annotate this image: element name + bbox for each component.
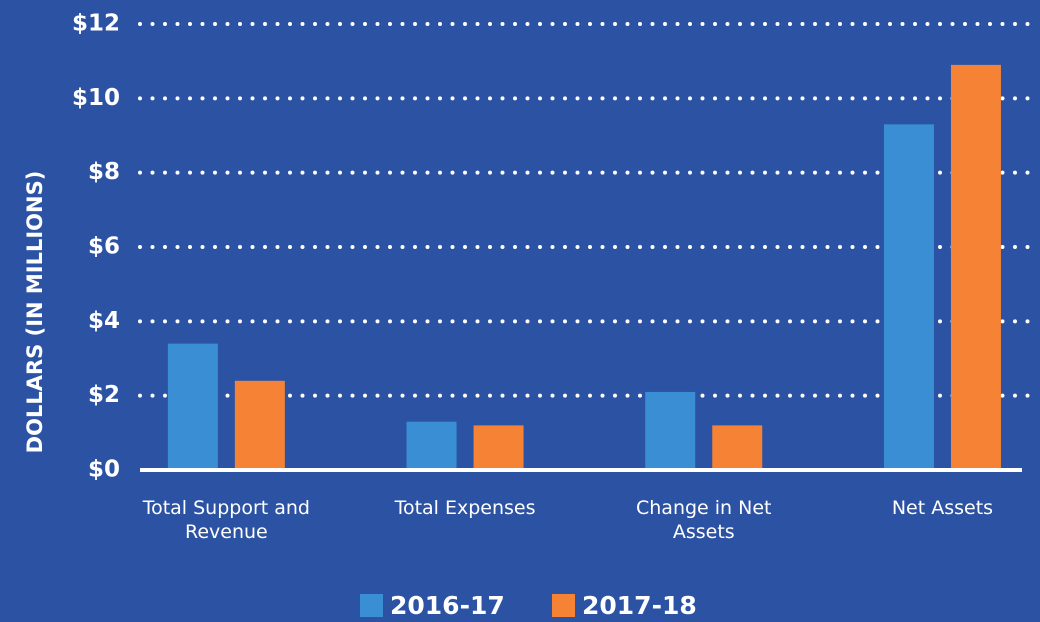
x-tick-label: Net Assets: [891, 497, 994, 519]
legend-swatch: [552, 594, 575, 617]
y-tick-label: $12: [72, 11, 120, 37]
y-tick-label: $4: [88, 308, 120, 334]
x-tick-label: Total Expenses: [394, 497, 536, 519]
bar: [645, 391, 696, 470]
bar: [473, 425, 524, 470]
bar: [167, 343, 218, 470]
y-tick-label: $6: [88, 234, 120, 260]
bar: [406, 421, 457, 470]
y-tick-label: $10: [72, 85, 120, 111]
bar: [883, 124, 934, 470]
x-tick-label: Total Support and Revenue: [142, 497, 310, 543]
y-tick-label: $2: [88, 382, 120, 408]
y-axis-title: DOLLARS (IN MILLIONS): [23, 171, 47, 454]
legend-label: 2016-17: [390, 591, 505, 620]
y-tick-label: $0: [88, 457, 120, 483]
bar: [712, 425, 763, 470]
bar: [950, 64, 1001, 470]
bar: [234, 380, 285, 470]
x-tick-label: Change in Net Assets: [636, 497, 772, 543]
legend-swatch: [360, 594, 383, 617]
y-tick-label: $8: [88, 159, 120, 185]
legend-label: 2017-18: [582, 591, 697, 620]
